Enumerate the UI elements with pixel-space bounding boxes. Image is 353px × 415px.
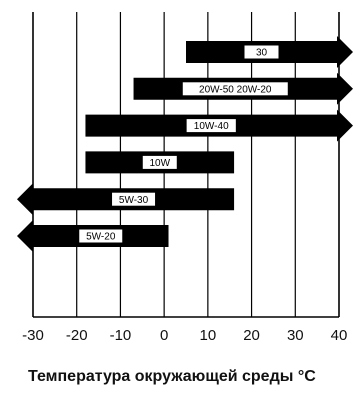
bar-label-box bbox=[112, 192, 156, 206]
bar-label: 5W-20 bbox=[86, 232, 116, 243]
bar-5w-20: 5W-20 bbox=[17, 220, 169, 252]
x-tick-label: 10 bbox=[200, 327, 217, 344]
bar-label-box bbox=[142, 155, 177, 169]
bar-label-box bbox=[182, 82, 288, 96]
bar-10w-40: 10W-40 bbox=[85, 109, 353, 142]
x-tick-label: -30 bbox=[22, 327, 44, 344]
bar-label-box bbox=[186, 119, 236, 133]
bar-label: 10W bbox=[149, 158, 170, 169]
x-tick-label: 20 bbox=[243, 327, 260, 344]
bar-10w: 10W bbox=[85, 151, 235, 174]
x-tick-label: -20 bbox=[66, 327, 88, 344]
x-tick-label: -10 bbox=[110, 327, 132, 344]
x-axis-tick-labels: -30 -20 -10 0 10 20 30 40 bbox=[22, 327, 347, 344]
x-tick-label: 30 bbox=[287, 327, 304, 344]
bar-label: 20W-50 20W-20 bbox=[199, 84, 272, 95]
bar-30: 30 bbox=[186, 36, 353, 68]
bars: 30 20W-50 20W-20 10W-40 10W 5W-30 5W-20 bbox=[17, 36, 353, 252]
x-tick-label: 0 bbox=[160, 327, 168, 344]
bar-20w-50-20w-20: 20W-50 20W-20 bbox=[133, 72, 353, 105]
x-tick-label: 40 bbox=[331, 327, 348, 344]
bar-5w-30: 5W-30 bbox=[17, 183, 235, 216]
bar-label-box bbox=[79, 229, 123, 243]
x-axis-label: Температура окружающей среды °C bbox=[28, 368, 316, 385]
bar-label: 30 bbox=[256, 48, 268, 59]
bar-label-box bbox=[244, 45, 279, 59]
bar-label: 5W-30 bbox=[119, 195, 149, 206]
bar-label: 10W-40 bbox=[194, 121, 229, 132]
